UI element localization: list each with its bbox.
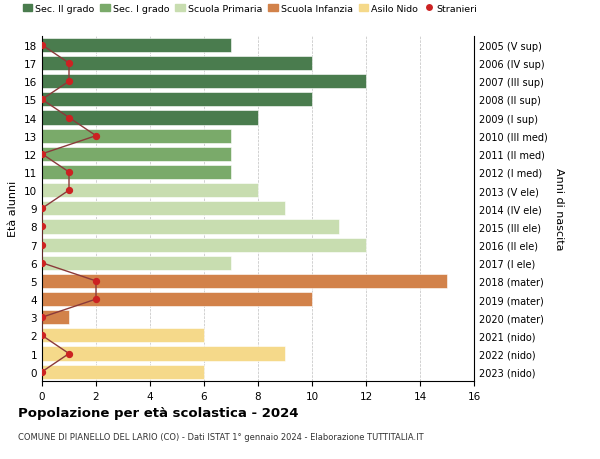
Bar [42, 184, 258, 198]
Point [64, 115, 74, 122]
Point [91, 133, 101, 140]
Bar [42, 129, 231, 143]
Bar [42, 202, 285, 216]
Point [37, 314, 47, 321]
Point [37, 259, 47, 267]
Bar [42, 238, 366, 252]
Text: COMUNE DI PIANELLO DEL LARIO (CO) - Dati ISTAT 1° gennaio 2024 - Elaborazione TU: COMUNE DI PIANELLO DEL LARIO (CO) - Dati… [18, 432, 424, 442]
Point [64, 169, 74, 176]
Bar [42, 166, 231, 179]
Bar [42, 292, 312, 307]
Bar [42, 75, 366, 89]
Point [64, 350, 74, 358]
Bar [42, 39, 231, 53]
Point [64, 187, 74, 195]
Point [37, 96, 47, 104]
Bar [42, 93, 312, 107]
Bar [42, 147, 231, 162]
Point [37, 223, 47, 230]
Bar [42, 256, 231, 270]
Bar [42, 274, 447, 288]
Point [37, 42, 47, 50]
Bar [42, 347, 285, 361]
Point [37, 332, 47, 339]
Text: Popolazione per età scolastica - 2024: Popolazione per età scolastica - 2024 [18, 406, 299, 419]
Point [64, 60, 74, 67]
Point [91, 278, 101, 285]
Bar [42, 111, 258, 125]
Point [37, 151, 47, 158]
Y-axis label: Anni di nascita: Anni di nascita [554, 168, 564, 250]
Point [64, 78, 74, 86]
Point [37, 241, 47, 249]
Bar [42, 365, 204, 379]
Point [37, 205, 47, 213]
Bar [42, 310, 69, 325]
Legend: Sec. II grado, Sec. I grado, Scuola Primaria, Scuola Infanzia, Asilo Nido, Stran: Sec. II grado, Sec. I grado, Scuola Prim… [23, 5, 478, 14]
Point [37, 368, 47, 375]
Point [91, 296, 101, 303]
Bar [42, 57, 312, 71]
Y-axis label: Età alunni: Età alunni [8, 181, 19, 237]
Bar [42, 220, 339, 234]
Bar [42, 329, 204, 343]
